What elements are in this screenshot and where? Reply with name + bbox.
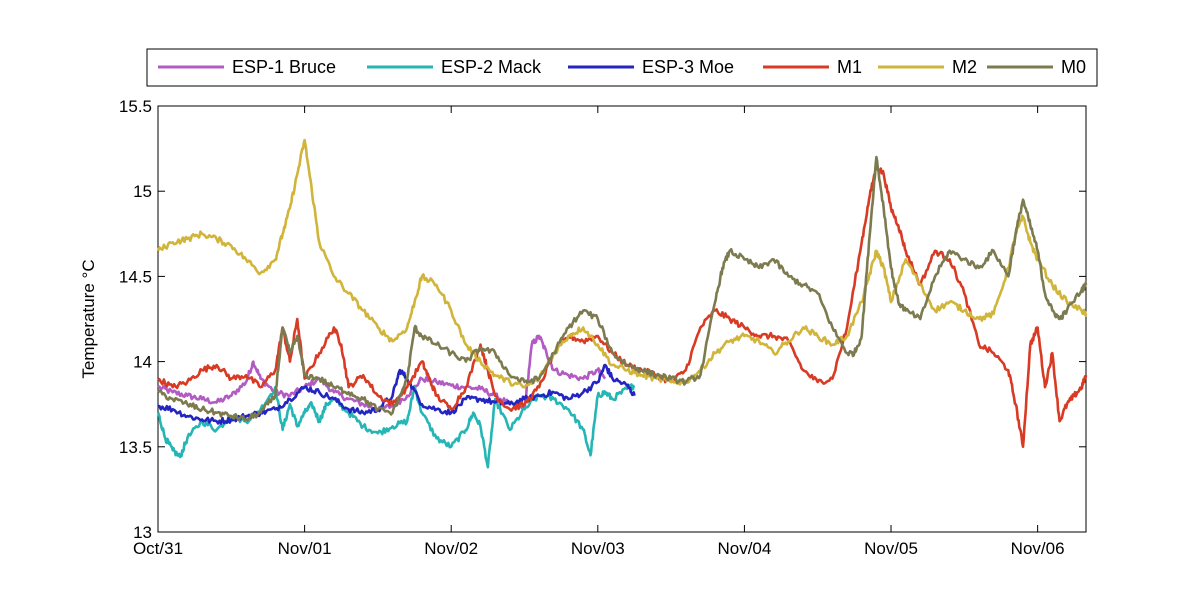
series-line-6 xyxy=(157,155,1088,422)
x-tick-label: Nov/03 xyxy=(571,539,625,558)
x-tick-label: Nov/06 xyxy=(1011,539,1065,558)
y-tick-label: 14.5 xyxy=(119,267,152,286)
y-axis-label: Temperature °C xyxy=(79,259,98,378)
y-tick-label: 13.5 xyxy=(119,438,152,457)
legend-items: ESP-1 Bruce ESP-2 Mack ESP-3 Moe M1 M2 M0 xyxy=(158,57,1086,77)
x-tick-label: Nov/01 xyxy=(278,539,332,558)
y-tick-label: 15.5 xyxy=(119,97,152,116)
x-tick-label: Nov/04 xyxy=(717,539,771,558)
x-tick-label: Oct/31 xyxy=(133,539,183,558)
x-axis: Oct/31 Nov/01 Nov/02 Nov/03 Nov/04 Nov/05 Nov/… xyxy=(133,106,1065,558)
legend-label: M0 xyxy=(1061,57,1086,77)
plot-area xyxy=(157,105,1087,533)
series-line-1 xyxy=(157,334,607,413)
legend-label: ESP-3 Moe xyxy=(642,57,734,77)
legend-label: ESP-1 Bruce xyxy=(232,57,336,77)
legend-label: M2 xyxy=(952,57,977,77)
x-tick-label: Nov/05 xyxy=(864,539,918,558)
y-tick-label: 13 xyxy=(133,523,152,542)
legend-label: ESP-2 Mack xyxy=(441,57,542,77)
series-layer xyxy=(156,138,1088,469)
legend-label: M1 xyxy=(837,57,862,77)
y-tick-label: 15 xyxy=(133,182,152,201)
series-line-5 xyxy=(156,138,1088,389)
y-axis: 13 13.5 14 14.5 15 15.5 xyxy=(119,97,1086,542)
x-tick-label: Nov/02 xyxy=(424,539,478,558)
y-tick-label: 14 xyxy=(133,353,152,372)
